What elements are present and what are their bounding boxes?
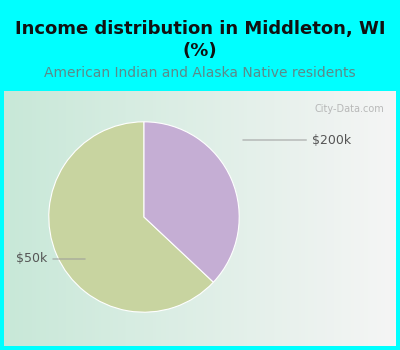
Wedge shape <box>144 122 239 282</box>
Text: City-Data.com: City-Data.com <box>314 104 384 114</box>
Text: American Indian and Alaska Native residents: American Indian and Alaska Native reside… <box>44 66 356 80</box>
Text: $200k: $200k <box>243 133 351 147</box>
Text: $50k: $50k <box>16 252 85 266</box>
Text: Income distribution in Middleton, WI
(%): Income distribution in Middleton, WI (%) <box>15 20 385 60</box>
Wedge shape <box>49 122 213 312</box>
